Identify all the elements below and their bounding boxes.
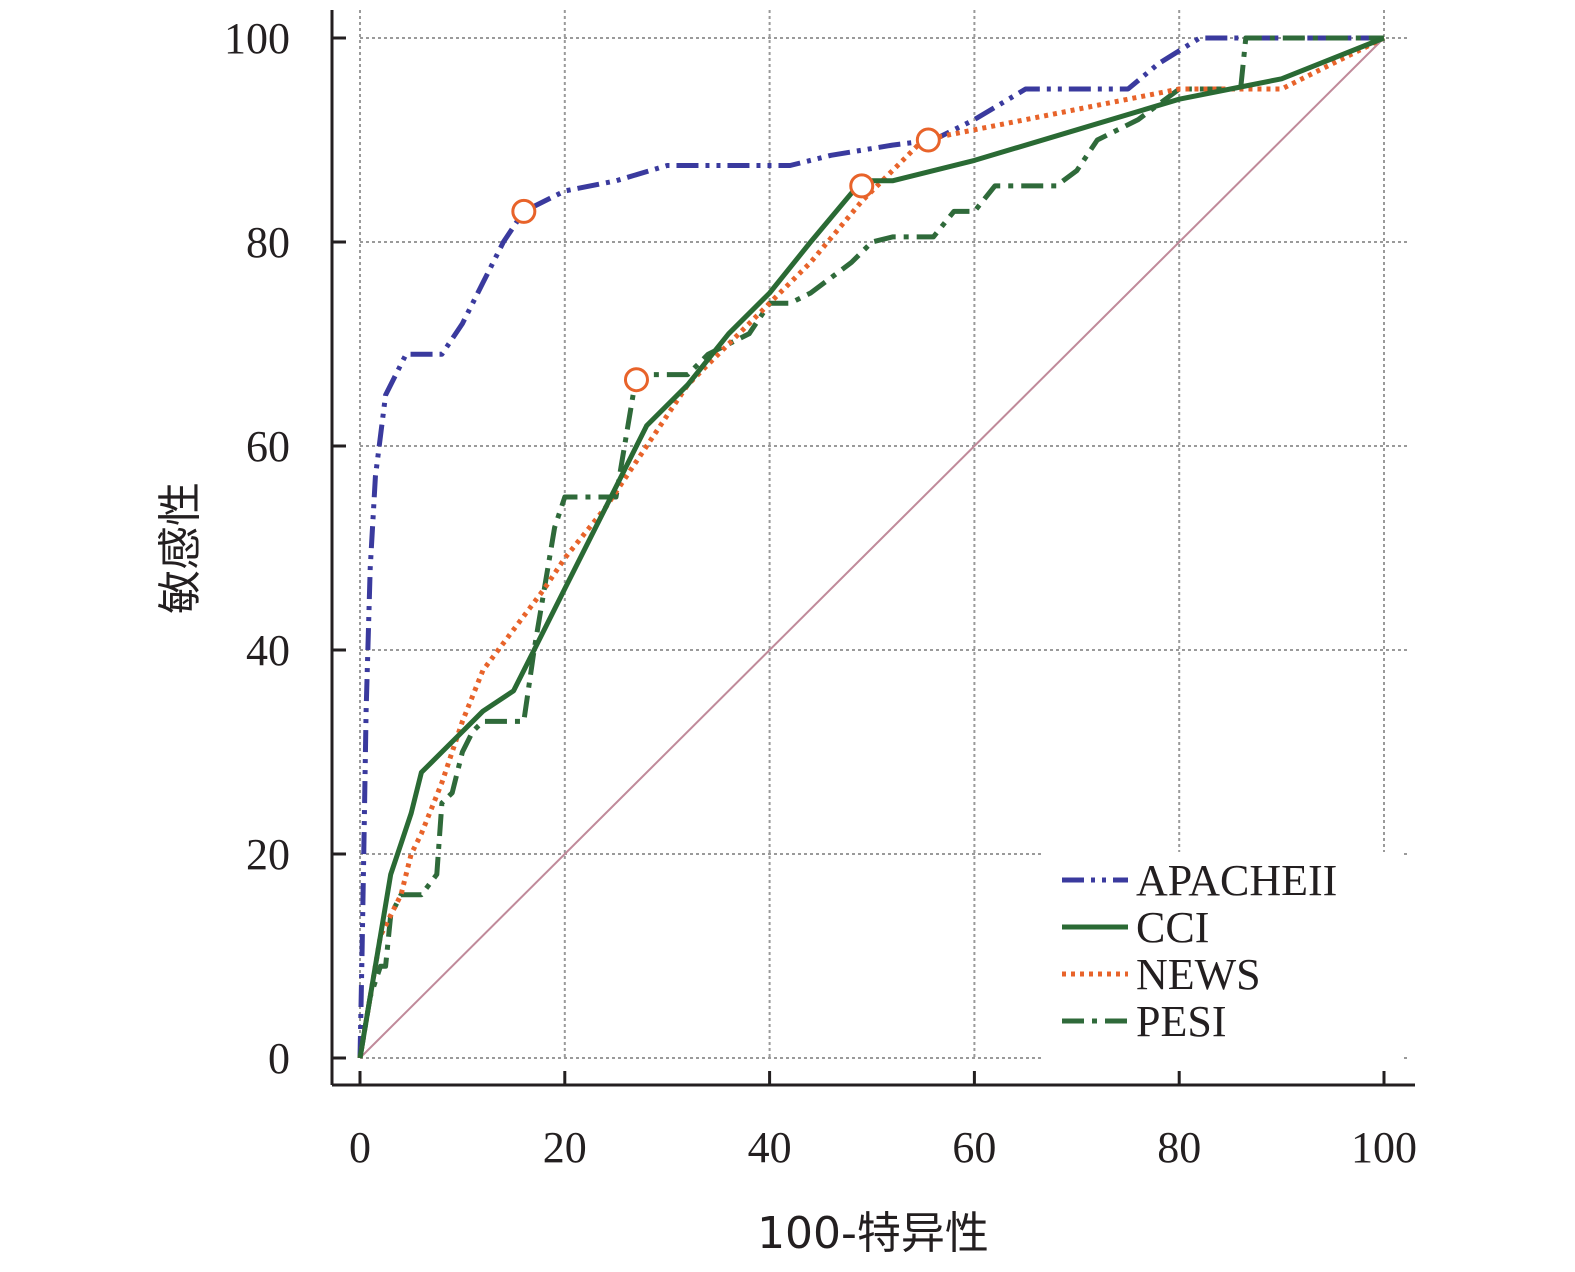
reference-line xyxy=(359,37,1385,1059)
series-line-cci xyxy=(357,35,1385,1059)
y-tick-label: 20 xyxy=(246,830,290,879)
x-axis-title: 100-特异性 xyxy=(757,1208,989,1259)
legend-label-cci: CCI xyxy=(1136,903,1209,952)
y-tick-label: 0 xyxy=(268,1034,290,1083)
legend-label-apacheii: APACHEII xyxy=(1136,856,1337,905)
tick-marks-and-labels: 0 20 40 60 80 100 0 20 40 60 80 100 xyxy=(224,14,1417,1172)
x-tick-label: 80 xyxy=(1157,1123,1201,1172)
y-tick-label: 60 xyxy=(246,422,290,471)
legend-background xyxy=(1042,852,1402,1060)
legend-label-pesi: PESI xyxy=(1136,997,1226,1046)
cutoff-marker xyxy=(915,127,941,153)
series-line-pesi xyxy=(357,35,1384,1059)
x-tick-label: 60 xyxy=(952,1123,996,1172)
cutoff-marker xyxy=(623,367,649,393)
x-tick-label: 40 xyxy=(748,1123,792,1172)
cutoff-marker xyxy=(511,198,537,224)
y-tick-label: 80 xyxy=(246,218,290,267)
reference-diagonal xyxy=(359,37,1385,1059)
x-tick-label: 20 xyxy=(543,1123,587,1172)
y-tick-label: 100 xyxy=(224,14,290,63)
cutoff-marker xyxy=(849,173,875,199)
axes xyxy=(330,10,1415,1087)
roc-curves xyxy=(357,35,1386,1059)
cutoff-markers xyxy=(511,127,941,393)
series-line-apacheii xyxy=(357,35,1384,1059)
y-axis-title: 敏感性 xyxy=(155,482,206,614)
x-tick-label: 0 xyxy=(349,1123,371,1172)
y-tick-label: 40 xyxy=(246,626,290,675)
legend-label-news: NEWS xyxy=(1136,950,1261,999)
x-tick-label: 100 xyxy=(1351,1123,1417,1172)
series-line-news xyxy=(357,35,1386,1059)
